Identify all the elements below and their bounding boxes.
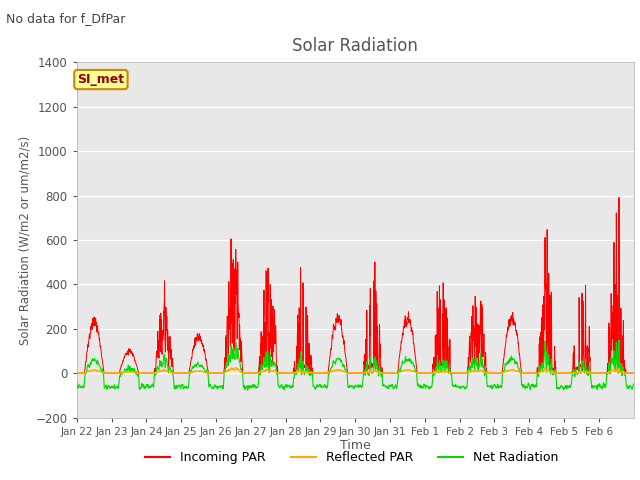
X-axis label: Time: Time: [340, 439, 371, 453]
Title: Solar Radiation: Solar Radiation: [292, 37, 418, 55]
Text: SI_met: SI_met: [77, 73, 125, 86]
Y-axis label: Solar Radiation (W/m2 or um/m2/s): Solar Radiation (W/m2 or um/m2/s): [19, 135, 31, 345]
Text: No data for f_DfPar: No data for f_DfPar: [6, 12, 126, 25]
Legend: Incoming PAR, Reflected PAR, Net Radiation: Incoming PAR, Reflected PAR, Net Radiati…: [140, 446, 564, 469]
